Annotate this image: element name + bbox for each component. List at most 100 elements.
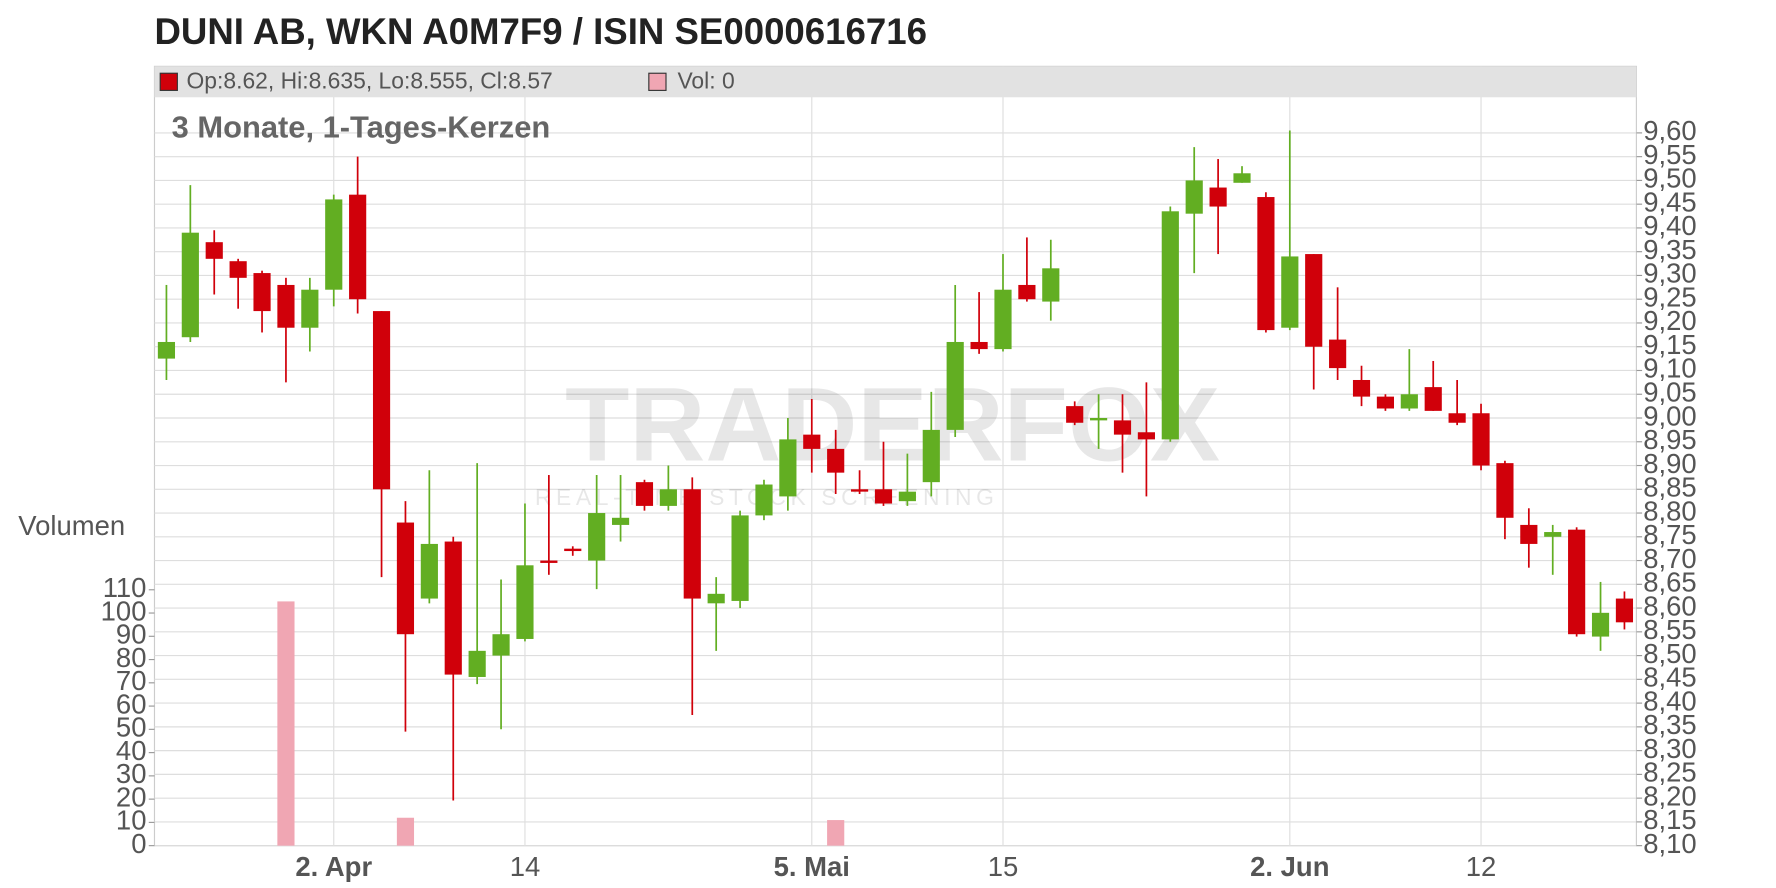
candle-body bbox=[731, 515, 749, 601]
legend-text: Vol: 0 bbox=[677, 67, 734, 93]
y-tick-label: 9,05 bbox=[1643, 376, 1696, 407]
y-tick-label: 8,95 bbox=[1643, 424, 1696, 455]
candle-body bbox=[1424, 387, 1442, 411]
chart-title: DUNI AB, WKN A0M7F9 / ISIN SE0000616716 bbox=[154, 11, 926, 52]
candle-body bbox=[946, 341, 964, 430]
candle-body bbox=[396, 522, 415, 635]
candle-body bbox=[229, 261, 247, 278]
candle-body bbox=[1137, 432, 1155, 440]
y-tick-label: 8,75 bbox=[1643, 519, 1696, 550]
y2-tick-label: 60 bbox=[116, 688, 147, 719]
candle-body bbox=[1591, 612, 1610, 637]
candle-body bbox=[1018, 284, 1036, 300]
y-tick-label: 9,35 bbox=[1643, 234, 1696, 265]
legend-text: Op:8.62, Hi:8.635, Lo:8.555, Cl:8.57 bbox=[187, 67, 553, 93]
candle-body bbox=[1161, 211, 1179, 440]
candle-body bbox=[755, 484, 773, 516]
candle-body bbox=[1257, 197, 1275, 331]
y-tick-label: 9,30 bbox=[1643, 258, 1696, 289]
y2-tick-label: 40 bbox=[116, 735, 147, 766]
candle-body bbox=[874, 489, 893, 504]
x-tick-label: 5. Mai bbox=[774, 851, 850, 882]
candle-body bbox=[1400, 394, 1418, 409]
candle-body bbox=[1066, 406, 1084, 423]
y-tick-label: 8,15 bbox=[1643, 804, 1696, 835]
y-tick-label: 9,45 bbox=[1643, 186, 1696, 217]
candle-body bbox=[898, 491, 916, 502]
y-tick-label: 8,10 bbox=[1643, 828, 1696, 859]
candle-body bbox=[1448, 413, 1466, 423]
candle-body bbox=[444, 541, 462, 675]
candle-body bbox=[922, 429, 940, 483]
y-tick-label: 9,55 bbox=[1643, 139, 1696, 170]
plot-area bbox=[153, 65, 1637, 847]
y-tick-label: 9,60 bbox=[1643, 115, 1696, 146]
candle-body bbox=[970, 341, 988, 350]
legend-swatch bbox=[159, 72, 178, 91]
y-tick-label: 9,00 bbox=[1643, 400, 1696, 431]
y-tick-label: 9,10 bbox=[1643, 353, 1696, 384]
candle-body bbox=[1209, 187, 1227, 207]
candle-body bbox=[1376, 396, 1395, 409]
y-tick-label: 8,35 bbox=[1643, 709, 1696, 740]
candle-body bbox=[372, 311, 391, 490]
y2-tick-label: 70 bbox=[116, 665, 147, 696]
candle-body bbox=[659, 489, 677, 506]
legend-swatch bbox=[648, 72, 667, 91]
candle-body bbox=[1544, 532, 1562, 537]
candle-body bbox=[564, 548, 582, 552]
y-tick-label: 9,50 bbox=[1643, 163, 1696, 194]
candle-body bbox=[1090, 418, 1108, 421]
candle-body bbox=[1615, 598, 1634, 623]
y-tick-label: 8,30 bbox=[1643, 733, 1696, 764]
candle-body bbox=[1185, 180, 1203, 214]
candle-body bbox=[1520, 524, 1538, 544]
candle-body bbox=[349, 194, 367, 300]
y2-tick-label: 20 bbox=[116, 781, 147, 812]
y-tick-label: 8,45 bbox=[1643, 662, 1696, 693]
candle-body bbox=[516, 565, 534, 639]
y2-tick-label: 50 bbox=[116, 712, 147, 743]
y2-tick-label: 100 bbox=[101, 595, 147, 626]
candle-body bbox=[1496, 463, 1514, 518]
candle-body bbox=[1233, 173, 1251, 183]
y-tick-label: 8,50 bbox=[1643, 638, 1696, 669]
candle-body bbox=[1113, 420, 1132, 435]
y-tick-label: 8,70 bbox=[1643, 543, 1696, 574]
candle-body bbox=[803, 434, 821, 449]
subtitle: 3 Monate, 1-Tages-Kerzen bbox=[172, 109, 551, 144]
volume-bar bbox=[827, 820, 845, 846]
volume-bar bbox=[396, 817, 415, 846]
y2-tick-label: 0 bbox=[131, 828, 146, 859]
candle-body bbox=[181, 232, 199, 338]
candle-body bbox=[540, 560, 558, 563]
y-tick-label: 8,60 bbox=[1643, 590, 1696, 621]
candle-body bbox=[1472, 413, 1490, 466]
candle-body bbox=[492, 634, 510, 656]
candle-body bbox=[827, 448, 845, 473]
candle-body bbox=[994, 289, 1012, 350]
y-tick-label: 9,40 bbox=[1643, 210, 1696, 241]
candle-body bbox=[851, 489, 869, 492]
candle-body bbox=[205, 242, 223, 259]
candle-body bbox=[779, 439, 797, 497]
y2-tick-label: 110 bbox=[103, 572, 147, 603]
volume-bar bbox=[277, 601, 295, 846]
y-tick-label: 9,20 bbox=[1643, 305, 1696, 336]
candle-body bbox=[611, 517, 630, 525]
y-tick-label: 8,40 bbox=[1643, 685, 1696, 716]
candle-body bbox=[635, 482, 654, 506]
y2-tick-label: 10 bbox=[116, 805, 147, 836]
candle-body bbox=[1305, 254, 1323, 347]
candle-body bbox=[1352, 379, 1371, 397]
y-tick-label: 8,65 bbox=[1643, 567, 1696, 598]
candle-body bbox=[707, 593, 725, 604]
candle-body bbox=[325, 199, 343, 290]
candle-body bbox=[1281, 256, 1299, 328]
candle-body bbox=[1568, 529, 1586, 635]
x-tick-label: 2. Jun bbox=[1250, 851, 1329, 882]
x-tick-label: 12 bbox=[1466, 851, 1497, 882]
y-tick-label: 8,90 bbox=[1643, 448, 1696, 479]
y-tick-label: 8,85 bbox=[1643, 472, 1696, 503]
